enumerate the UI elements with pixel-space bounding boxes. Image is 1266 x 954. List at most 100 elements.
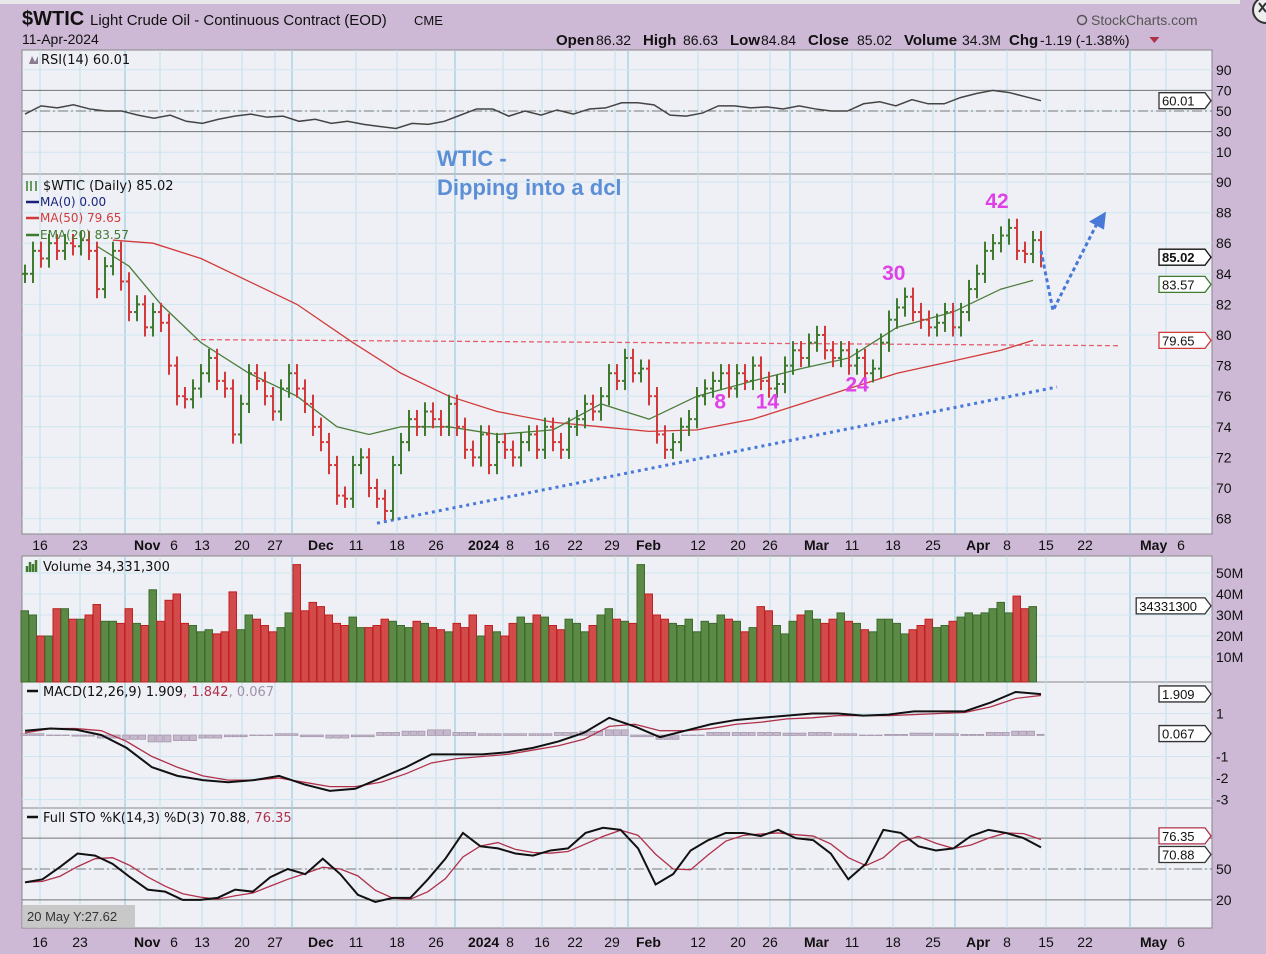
price-bar [166,313,172,375]
exchange: CME [414,13,443,28]
price-bar [510,440,516,467]
macd-histogram-bar [1019,730,1027,736]
macd-histogram-bar [925,732,934,736]
price-bar [70,234,76,256]
macd-histogram-bar [816,732,824,736]
macd-histogram-bar [341,734,350,739]
volume-bar [852,622,861,683]
price-bar [806,333,812,368]
gridlines [22,50,1212,928]
price-bar [398,432,404,475]
date-tick-top: Dec [308,537,334,553]
macd-histogram-bar [985,732,994,736]
price-bar [150,302,156,337]
volume-bar [164,599,173,683]
macd-histogram-bar [968,734,977,736]
ema20-value-tag: 83.57 [1158,275,1212,294]
price-bar [622,348,628,391]
date-tick-bottom: Mar [804,934,829,950]
macd-histogram-bar [485,733,494,736]
date-tick-bottom: 16 [32,934,48,950]
stat-label-open: Open [556,32,594,49]
price-bar [734,364,740,398]
price-legend: $WTIC (Daily) 85.02 MA(0) 0.00 MA(50) 79… [26,179,174,242]
macd-histogram-bar [714,732,723,736]
price-bar [350,455,356,508]
macd-histogram-bar [435,729,443,736]
price-bar [654,387,660,444]
macd-line [24,690,1042,792]
rsi-line [24,89,1042,130]
macd-histogram-bar [350,734,359,738]
price-bar [598,387,604,421]
price-bar [558,432,564,459]
price-bar [526,425,532,452]
date-tick-bottom: 11 [845,934,860,950]
date-tick-top: Mar [804,537,829,553]
macd-legend-main: MACD(12,26,9) 1.909 [43,685,183,700]
volume-bar [356,627,365,683]
volume-bar [292,564,301,683]
date-tick-top: 15 [1038,537,1054,553]
volume-bar [1004,612,1013,683]
price-bar [134,295,140,322]
price-bar [382,489,388,521]
rsi-legend-text: RSI(14) 60.01 [41,53,130,68]
macd-tick: -1 [1216,749,1229,765]
price-bar [38,241,44,268]
price-bars-icon [26,181,37,191]
volume-bar [444,631,453,683]
volume-bar [596,614,605,683]
macd-histogram-bar [198,734,207,739]
macd-histogram-bar [841,733,850,736]
volume-bar [52,608,61,683]
volume-bar [404,627,413,683]
macd-histogram-bar [612,729,621,736]
macd-histogram-bar [960,734,969,736]
price-bar [422,402,428,436]
volume-bar [836,612,845,683]
close-value-tag-box [1158,248,1212,266]
volume-bar [924,618,933,683]
macd-histogram-bar [638,734,646,738]
volume-bar [588,625,597,683]
volume-bar [532,614,541,683]
stat-label-volume: Volume [904,32,957,49]
macd-histogram-bar [706,732,715,736]
close-button[interactable] [1252,0,1266,24]
volume-bar [132,622,141,683]
volume-bar [484,625,493,683]
volume-bar [236,629,245,683]
brand-logo[interactable]: StockCharts.com [1076,12,1198,28]
price-bar [334,455,340,505]
stat-value-low: 84.84 [761,32,796,48]
ma0-legend: MA(0) 0.00 [40,195,106,209]
copyright-icon [1076,14,1088,26]
price-bar [86,230,92,261]
stat-label-chg: Chg [1009,32,1038,49]
volume-bar [340,625,349,683]
volume-bar [196,631,205,683]
volume-bar [612,618,621,683]
volume-bar [124,608,133,683]
ema20-value-tag-text: 83.57 [1162,277,1195,292]
date-tick-bottom: May [1140,934,1167,950]
price-bar [710,371,716,398]
volume-bar [316,606,325,683]
macd-legend-text: MACD(12,26,9) 1.909, 1.842, 0.067 [43,685,274,700]
tooltip-box [23,905,135,927]
volume-bar [668,622,677,683]
macd-histogram-bar [884,734,892,736]
price-bar [814,325,820,352]
price-bar [662,425,668,459]
volume-bar [284,612,293,683]
rsi-panel [21,49,1213,175]
price-bar [1014,218,1020,261]
volume-bars-icon [25,560,38,572]
price-bar [54,234,60,261]
price-bar [46,234,52,268]
sto-d-value-tag-box [1158,827,1212,845]
close-value-tag-text: 85.02 [1162,250,1195,265]
price-tick: 72 [1216,449,1232,465]
macd-histogram-bar [798,732,807,736]
